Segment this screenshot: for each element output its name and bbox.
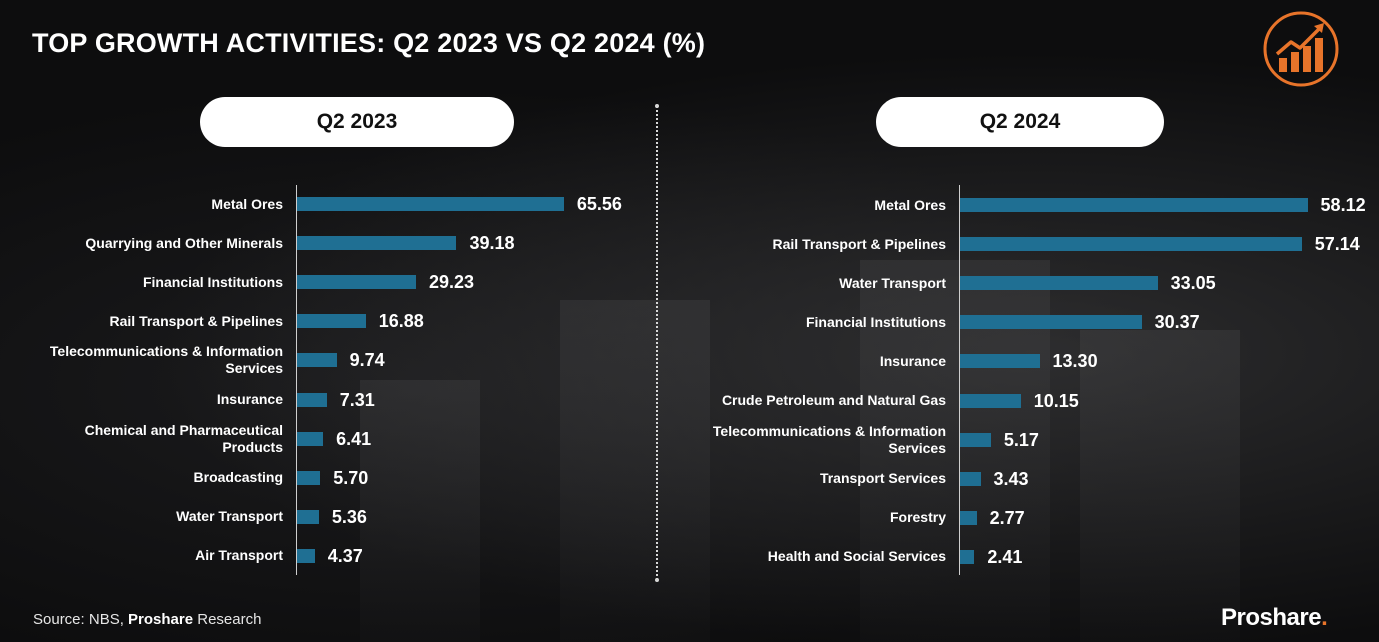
brand-logo: Proshare. <box>1221 604 1328 632</box>
value-label-q2-2023-metal-ores: 65.56 <box>576 194 622 214</box>
bar-q2-2023-telecommunications-information-services <box>297 353 337 368</box>
chart-axis <box>296 185 297 575</box>
category-label-water-transport: Water Transport <box>839 274 946 291</box>
source-suffix: Research <box>193 611 262 628</box>
category-label-financial-institutions: Financial Institutions <box>142 273 283 290</box>
category-label-financial-institutions: Financial Institutions <box>805 313 946 330</box>
divider-cap-bottom <box>655 578 659 582</box>
category-label-telecommunications-information-services: Telecommunications & Information Service… <box>712 422 946 456</box>
category-label-metal-ores: Metal Ores <box>211 195 283 212</box>
bar-q2-2024-metal-ores <box>960 198 1308 212</box>
category-label-rail-transport-pipelines: Rail Transport & Pipelines <box>772 235 947 252</box>
source-bold: Proshare <box>128 611 194 628</box>
category-label-quarrying-and-other-minerals: Quarrying and Other Minerals <box>85 234 283 251</box>
bar-q2-2024-rail-transport-pipelines <box>960 237 1302 252</box>
panel-divider <box>656 106 658 580</box>
category-label-water-transport: Water Transport <box>176 508 283 525</box>
source-note: Source: NBS, Proshare Research <box>33 611 261 628</box>
chart-axis <box>959 185 960 575</box>
source-prefix: Source: NBS, <box>33 611 129 628</box>
value-label-q2-2024-forestry: 2.77 <box>989 507 1025 528</box>
brand-dot: . <box>1321 604 1328 631</box>
value-label-q2-2024-water-transport: 33.05 <box>1170 273 1216 294</box>
category-label-insurance: Insurance <box>879 352 946 369</box>
bar-q2-2023-financial-institutions <box>297 275 416 290</box>
value-label-q2-2023-chemical-and-pharmaceutical-products: 6.41 <box>336 428 372 449</box>
category-label-forestry: Forestry <box>889 509 946 526</box>
value-label-q2-2023-broadcasting: 5.70 <box>333 467 369 488</box>
value-label-q2-2023-telecommunications-information-services: 9.74 <box>349 350 385 371</box>
category-label-telecommunications-information-services: Telecommunications & Information Service… <box>49 343 283 377</box>
category-label-health-and-social-services: Health and Social Services <box>767 548 946 565</box>
category-label-crude-petroleum-and-natural-gas: Crude Petroleum and Natural Gas <box>721 392 946 408</box>
category-label-transport-services: Transport Services <box>819 470 946 487</box>
panel-title-q2-2023: Q2 2023 <box>200 97 514 147</box>
brand-name: Proshare <box>1221 604 1322 631</box>
value-label-q2-2024-insurance: 13.30 <box>1052 351 1098 372</box>
bar-q2-2024-crude-petroleum-and-natural-gas <box>960 393 1021 408</box>
value-label-q2-2024-metal-ores: 58.12 <box>1320 195 1366 215</box>
value-label-q2-2024-rail-transport-pipelines: 57.14 <box>1314 234 1360 255</box>
bar-q2-2023-broadcasting <box>297 470 321 485</box>
bar-q2-2024-telecommunications-information-services <box>960 432 991 447</box>
bar-q2-2024-insurance <box>960 354 1040 369</box>
value-label-q2-2024-health-and-social-services: 2.41 <box>987 546 1023 567</box>
value-label-q2-2024-transport-services: 3.43 <box>993 468 1029 489</box>
bar-q2-2023-chemical-and-pharmaceutical-products <box>297 431 324 446</box>
value-label-q2-2024-financial-institutions: 30.37 <box>1154 312 1200 333</box>
page-title: TOP GROWTH ACTIVITIES: Q2 2023 VS Q2 202… <box>32 28 706 58</box>
category-label-chemical-and-pharmaceutical-products: Chemical and Pharmaceutical Products <box>84 421 283 455</box>
bar-q2-2024-forestry <box>960 510 977 525</box>
category-label-metal-ores: Metal Ores <box>874 196 946 213</box>
bar-q2-2023-water-transport <box>297 509 319 524</box>
value-label-q2-2023-air-transport: 4.37 <box>327 545 363 566</box>
bar-q2-2023-metal-ores <box>297 197 564 211</box>
bar-q2-2024-health-and-social-services <box>960 549 975 564</box>
bar-q2-2024-transport-services <box>960 471 981 486</box>
value-label-q2-2024-telecommunications-information-services: 5.17 <box>1003 429 1039 450</box>
bar-q2-2023-quarrying-and-other-minerals <box>297 236 457 251</box>
category-label-broadcasting: Broadcasting <box>193 469 283 486</box>
bar-q2-2024-water-transport <box>960 276 1158 291</box>
value-label-q2-2023-financial-institutions: 29.23 <box>428 272 474 293</box>
category-label-rail-transport-pipelines: Rail Transport & Pipelines <box>109 312 284 329</box>
value-label-q2-2023-insurance: 7.31 <box>339 389 375 410</box>
bar-q2-2023-rail-transport-pipelines <box>297 314 366 329</box>
divider-cap-top <box>655 104 659 108</box>
category-label-insurance: Insurance <box>216 391 283 407</box>
bar-q2-2023-air-transport <box>297 548 315 563</box>
growth-chart-icon <box>1263 11 1339 87</box>
value-label-q2-2023-water-transport: 5.36 <box>331 506 367 527</box>
category-label-air-transport: Air Transport <box>195 547 283 564</box>
value-label-q2-2023-quarrying-and-other-minerals: 39.18 <box>469 233 515 254</box>
value-label-q2-2023-rail-transport-pipelines: 16.88 <box>378 311 424 332</box>
panel-title-q2-2024: Q2 2024 <box>876 97 1164 147</box>
value-label-q2-2024-crude-petroleum-and-natural-gas: 10.15 <box>1033 390 1079 411</box>
bar-q2-2023-insurance <box>297 392 327 407</box>
bar-q2-2024-financial-institutions <box>960 315 1142 330</box>
